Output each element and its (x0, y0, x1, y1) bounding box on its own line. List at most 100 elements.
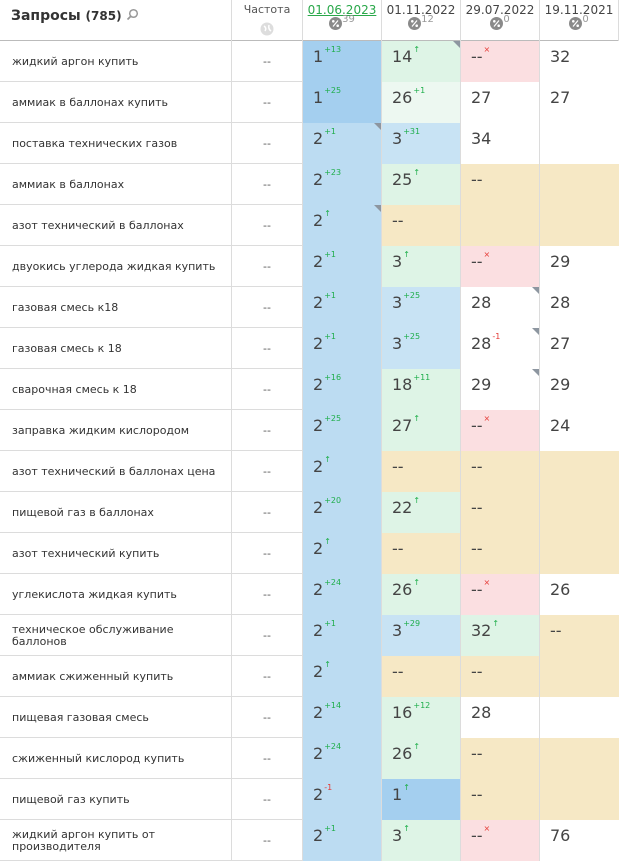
position-value: 3↑ (392, 824, 410, 845)
table-row: техническое обслуживание баллонов -- 2+1 3+… (0, 615, 619, 656)
position-value: 2↑ (313, 660, 331, 681)
position-cell (540, 492, 619, 533)
position-cell: -- (382, 451, 461, 492)
position-value: 1+25 (313, 86, 342, 107)
table-row: двуокись углерода жидкая купить -- 2+1 3↑ --… (0, 246, 619, 287)
position-number: 2 (313, 334, 324, 353)
position-cell: 29 (540, 369, 619, 410)
date-count: 0 (582, 14, 589, 25)
position-cell: -- (461, 779, 540, 820)
position-number: 27 (550, 334, 571, 353)
position-number: 22 (392, 498, 413, 517)
position-value: 3+25 (392, 291, 420, 312)
position-number: 27 (471, 88, 492, 107)
query-cell: двуокись углерода жидкая купить (0, 246, 232, 287)
position-value: -- (471, 498, 483, 517)
position-value: --× (471, 45, 490, 66)
position-value: 2+23 (313, 168, 341, 189)
position-cell: --× (461, 820, 540, 861)
position-change: -1 (324, 783, 333, 792)
position-value: 27 (550, 88, 570, 107)
position-change: +20 (324, 496, 342, 505)
position-cell: 26+1 (382, 82, 461, 123)
position-number: 26 (550, 580, 571, 599)
position-change: +24 (324, 578, 342, 587)
position-change: +16 (324, 373, 342, 382)
query-cell: газовая смесь к 18 (0, 328, 232, 369)
table-header: Запросы (785) Частота 01.06.2023 39 01.11.… (0, 0, 619, 41)
position-cell (540, 738, 619, 779)
date-header: 01.11.2022 12 (382, 0, 461, 41)
table-row: поставка технических газов -- 2+1 3+31 34 (0, 123, 619, 164)
position-number: 26 (392, 580, 413, 599)
position-number: 29 (471, 375, 492, 394)
table-row: пищевая газовая смесь -- 2+14 16+12 28 (0, 697, 619, 738)
position-number: -- (471, 252, 483, 271)
query-cell: жидкий аргон купить (0, 41, 232, 82)
position-number: -- (471, 457, 483, 476)
date-meta: 39 (303, 14, 381, 31)
position-number: 29 (550, 375, 571, 394)
query-cell: поставка технических газов (0, 123, 232, 164)
position-cell: --× (461, 41, 540, 82)
search-icon[interactable] (126, 8, 139, 21)
position-cell (461, 205, 540, 246)
position-cell: -- (461, 451, 540, 492)
position-change: ↑ (413, 45, 421, 54)
position-cell: 2+16 (303, 369, 382, 410)
position-change: ↑ (324, 209, 331, 218)
position-value: 2+1 (313, 619, 336, 640)
position-cell: 76 (540, 820, 619, 861)
position-cell: 28-1 (461, 328, 540, 369)
position-cell: 24 (540, 410, 619, 451)
position-value: 2↑ (313, 455, 331, 476)
position-cell: --× (461, 574, 540, 615)
date-meta: 0 (540, 14, 618, 31)
position-change: +1 (324, 824, 336, 833)
position-cell: --× (461, 410, 540, 451)
position-change: ↑ (324, 537, 331, 546)
query-cell: азот технический в баллонах (0, 205, 232, 246)
percent-icon (569, 17, 583, 30)
position-number: -- (471, 47, 483, 66)
position-value: -- (392, 211, 404, 230)
position-change: +1 (413, 86, 426, 95)
table-row: азот технический купить -- 2↑ -- -- (0, 533, 619, 574)
frequency-header: Частота (232, 0, 303, 41)
position-cell (540, 656, 619, 697)
position-value: 2+25 (313, 414, 341, 435)
position-value: 2+1 (313, 291, 336, 312)
position-value: 32 (550, 47, 570, 66)
position-cell: 28 (461, 697, 540, 738)
position-number: -- (550, 621, 562, 640)
position-change: +13 (324, 45, 342, 54)
position-value: 28 (550, 293, 570, 312)
query-cell: аммиак в баллонах купить (0, 82, 232, 123)
date-header: 01.06.2023 39 (303, 0, 382, 41)
position-number: 3 (392, 621, 403, 640)
query-cell: азот технический купить (0, 533, 232, 574)
position-number: 2 (313, 293, 324, 312)
position-cell: -- (540, 615, 619, 656)
position-change: +25 (324, 86, 342, 95)
position-cell: --× (461, 246, 540, 287)
position-number: 3 (392, 129, 403, 148)
frequency-cell: -- (232, 164, 303, 205)
position-cell: 29 (461, 369, 540, 410)
position-change: +25 (403, 332, 421, 341)
position-cell: 2+23 (303, 164, 382, 205)
date-label[interactable]: 01.06.2023 (307, 3, 377, 17)
position-number: 2 (313, 826, 324, 845)
position-value: 2+16 (313, 373, 342, 394)
position-change: +14 (324, 701, 342, 710)
position-cell: -- (382, 533, 461, 574)
position-cell: 27 (461, 82, 540, 123)
query-cell: пищевой газ купить (0, 779, 232, 820)
position-change: +11 (413, 373, 431, 382)
position-cell: 34 (461, 123, 540, 164)
frequency-cell: -- (232, 738, 303, 779)
position-cell: -- (461, 738, 540, 779)
query-cell: пищевая газовая смесь (0, 697, 232, 738)
position-value: 14↑ (392, 45, 421, 66)
position-value: -- (471, 662, 483, 681)
